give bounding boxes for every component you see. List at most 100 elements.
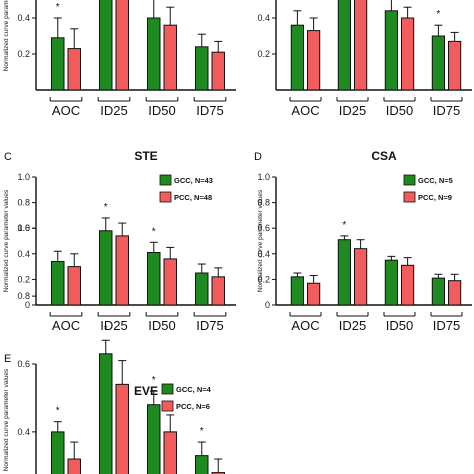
significance-star: * <box>436 9 440 20</box>
bar-pcc <box>163 431 177 474</box>
legend-label: GCC, N=5 <box>418 176 453 185</box>
category-label: ID25 <box>339 318 366 333</box>
bar-gcc <box>337 239 351 306</box>
bar-pcc <box>211 276 225 306</box>
y-tick-label: 1.0 <box>17 223 30 233</box>
bar-pcc <box>115 235 129 306</box>
category-label: ID75 <box>433 103 460 118</box>
category-label: ID75 <box>433 318 460 333</box>
legend-label: GCC, N=4 <box>176 385 212 394</box>
panel-label: E <box>4 353 11 365</box>
legend-swatch <box>159 191 172 203</box>
bar-pcc <box>401 264 415 306</box>
y-tick-label: 0 <box>265 300 270 310</box>
legend-swatch <box>403 191 416 203</box>
y-tick-label: 0.4 <box>257 249 270 259</box>
category-label: ID50 <box>148 103 175 118</box>
y-axis-label: Normalized curve parameter values <box>3 0 10 71</box>
bar-gcc <box>195 272 209 306</box>
legend-label: GCC, N=43 <box>174 176 213 185</box>
bar-pcc <box>211 51 225 91</box>
bar-gcc <box>51 260 65 306</box>
significance-star: * <box>56 406 60 417</box>
bar-gcc <box>51 431 65 474</box>
bar-pcc <box>115 383 129 474</box>
category-label: ID75 <box>196 103 223 118</box>
bar-pcc <box>163 258 177 306</box>
significance-star: * <box>152 226 156 237</box>
category-label: AOC <box>52 318 80 333</box>
bar-pcc <box>354 248 368 306</box>
y-tick-label: 0.2 <box>257 274 270 284</box>
y-tick-label: 0.4 <box>257 13 270 23</box>
y-tick-label: 0.6 <box>17 223 30 233</box>
y-tick-label: 0.8 <box>257 198 270 208</box>
category-label: AOC <box>291 318 319 333</box>
bar-pcc <box>67 48 81 91</box>
category-label: AOC <box>291 103 319 118</box>
significance-star: * <box>104 202 108 213</box>
bar-gcc <box>337 0 351 91</box>
bar-pcc <box>115 0 129 91</box>
y-tick-label: 0.2 <box>17 274 30 284</box>
bar-pcc <box>67 266 81 306</box>
chart-title: CSA <box>371 149 397 163</box>
bar-gcc <box>147 404 161 474</box>
legend-swatch <box>161 383 174 395</box>
y-tick-label: 0.2 <box>17 49 30 59</box>
significance-star: * <box>342 220 346 231</box>
y-tick-label: 0.2 <box>257 49 270 59</box>
bar-gcc <box>99 353 113 474</box>
y-tick-label: 0.4 <box>17 427 30 437</box>
bar-pcc <box>448 40 462 91</box>
bar-pcc <box>163 24 177 91</box>
y-tick-label: 0.6 <box>17 359 30 369</box>
bar-pcc <box>67 458 81 474</box>
legend-swatch <box>159 174 172 186</box>
bar-gcc <box>99 0 113 91</box>
bar-pcc <box>354 0 368 91</box>
y-axis-label: Normalized curve parameter values <box>3 368 10 471</box>
significance-star: * <box>56 2 60 13</box>
category-label: ID25 <box>100 318 127 333</box>
legend-swatch <box>403 174 416 186</box>
bar-gcc <box>431 277 445 306</box>
category-label: ID50 <box>386 318 413 333</box>
y-axis-label: Normalized curve parameter values <box>3 189 10 292</box>
y-tick-label: 0.8 <box>17 198 30 208</box>
category-label: AOC <box>52 103 80 118</box>
bar-pcc <box>307 30 321 91</box>
y-tick-label: 0 <box>25 300 30 310</box>
category-label: ID75 <box>196 318 223 333</box>
category-label: ID25 <box>339 103 366 118</box>
bar-gcc <box>195 455 209 474</box>
bar-gcc <box>384 10 398 91</box>
y-tick-label: 1.0 <box>257 172 270 182</box>
bar-gcc <box>431 35 445 91</box>
bar-gcc <box>51 37 65 91</box>
panel-label: D <box>254 151 262 163</box>
legend-label: PCC, N=6 <box>176 402 210 411</box>
significance-star: * <box>200 426 204 437</box>
legend-label: PCC, N=48 <box>174 193 212 202</box>
chart-title: STE <box>134 149 157 163</box>
y-axis-label: Normalized curve parameter values <box>257 189 264 292</box>
significance-star: * <box>152 375 156 386</box>
category-label: ID50 <box>148 318 175 333</box>
bar-gcc <box>195 46 209 91</box>
y-tick-label: 0.6 <box>257 223 270 233</box>
bar-pcc <box>307 282 321 306</box>
bar-gcc <box>290 24 304 91</box>
category-label: ID25 <box>100 103 127 118</box>
y-tick-label: 0.4 <box>17 249 30 259</box>
bar-gcc <box>290 276 304 306</box>
bar-gcc <box>147 17 161 91</box>
bar-gcc <box>147 252 161 306</box>
bar-gcc <box>384 259 398 306</box>
legend-label: PCC, N=9 <box>418 193 452 202</box>
category-label: ID50 <box>386 103 413 118</box>
bar-pcc <box>401 17 415 91</box>
panel-label: C <box>4 151 12 163</box>
legend-swatch <box>161 400 174 412</box>
